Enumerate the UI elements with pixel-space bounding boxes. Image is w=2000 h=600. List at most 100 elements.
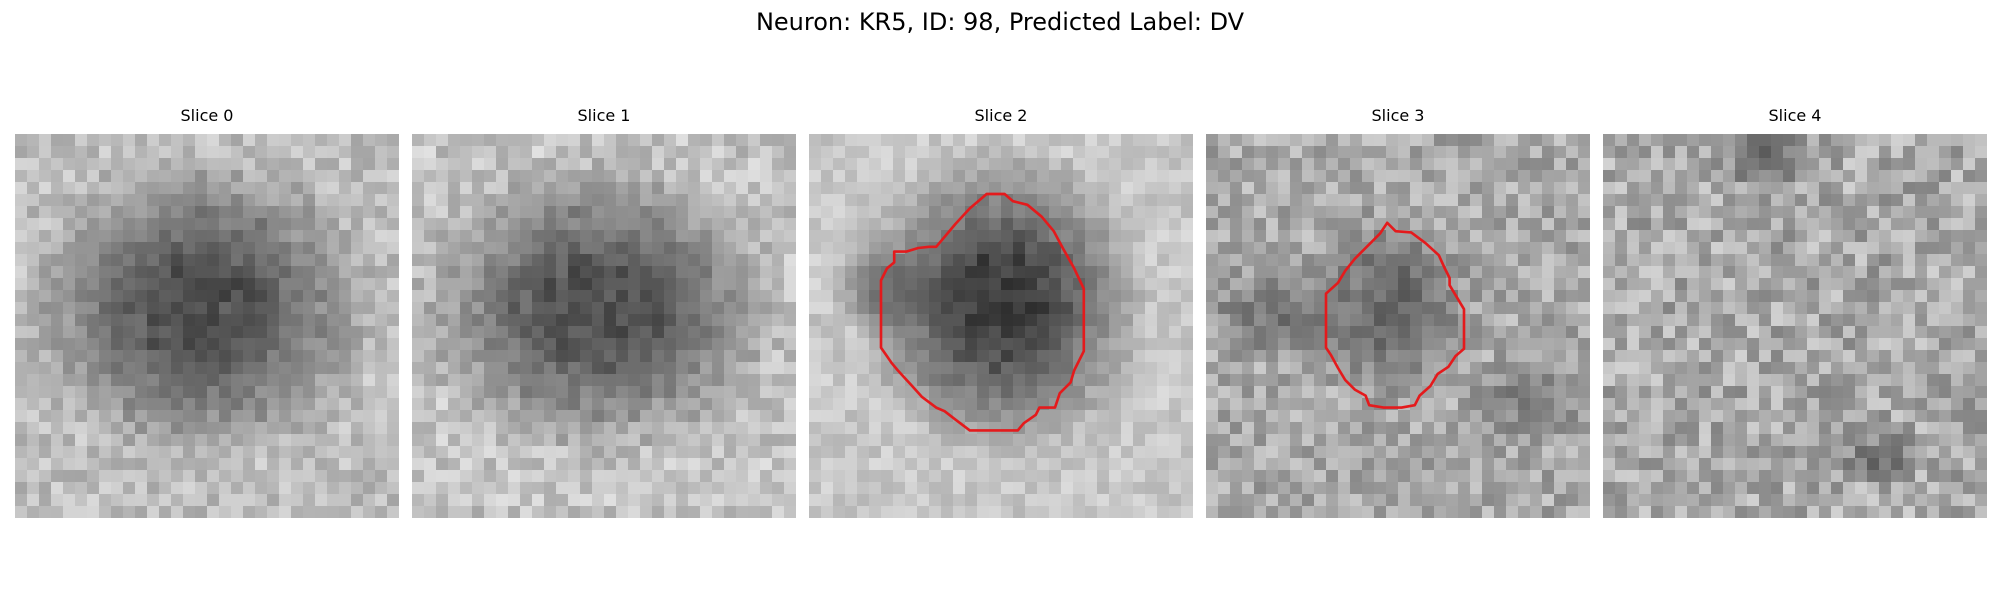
image-pixel bbox=[1434, 506, 1447, 518]
image-pixel bbox=[1025, 506, 1038, 518]
image-pixel bbox=[604, 290, 617, 303]
image-pixel bbox=[556, 338, 569, 351]
image-pixel bbox=[1133, 314, 1146, 327]
image-pixel bbox=[676, 410, 689, 423]
image-pixel bbox=[424, 434, 437, 447]
image-pixel bbox=[1458, 446, 1471, 459]
image-pixel bbox=[1013, 314, 1026, 327]
image-pixel bbox=[1530, 446, 1543, 459]
image-pixel bbox=[1206, 182, 1219, 195]
image-pixel bbox=[1879, 338, 1892, 351]
image-pixel bbox=[1855, 254, 1868, 267]
image-pixel bbox=[508, 494, 521, 507]
image-pixel bbox=[1350, 470, 1363, 483]
image-pixel bbox=[1867, 242, 1880, 255]
image-pixel bbox=[99, 410, 112, 423]
image-pixel bbox=[893, 182, 906, 195]
image-pixel bbox=[1975, 410, 1987, 423]
image-pixel bbox=[123, 422, 136, 435]
image-pixel bbox=[1639, 194, 1652, 207]
image-pixel bbox=[231, 506, 244, 518]
image-pixel bbox=[712, 470, 725, 483]
image-pixel bbox=[1639, 218, 1652, 231]
image-pixel bbox=[1145, 434, 1158, 447]
image-pixel bbox=[1109, 254, 1122, 267]
image-pixel bbox=[183, 254, 196, 267]
image-pixel bbox=[1242, 350, 1255, 363]
image-pixel bbox=[508, 158, 521, 171]
image-pixel bbox=[39, 134, 52, 147]
image-pixel bbox=[339, 242, 352, 255]
image-pixel bbox=[977, 482, 990, 495]
image-pixel bbox=[1747, 278, 1760, 291]
image-pixel bbox=[1109, 326, 1122, 339]
image-pixel bbox=[580, 194, 593, 207]
image-pixel bbox=[1807, 194, 1820, 207]
image-pixel bbox=[640, 494, 653, 507]
image-pixel bbox=[1747, 374, 1760, 387]
image-pixel bbox=[1157, 158, 1170, 171]
image-pixel bbox=[724, 170, 737, 183]
image-pixel bbox=[1771, 266, 1784, 279]
image-pixel bbox=[833, 410, 846, 423]
image-pixel bbox=[1518, 422, 1531, 435]
image-pixel bbox=[736, 302, 749, 315]
image-pixel bbox=[111, 266, 124, 279]
image-pixel bbox=[1807, 134, 1820, 147]
image-pixel bbox=[1627, 386, 1640, 399]
image-pixel bbox=[1915, 386, 1928, 399]
image-pixel bbox=[1963, 446, 1976, 459]
image-pixel bbox=[1242, 374, 1255, 387]
image-pixel bbox=[1037, 506, 1050, 518]
image-pixel bbox=[231, 470, 244, 483]
image-pixel bbox=[652, 506, 665, 518]
image-pixel bbox=[63, 194, 76, 207]
image-pixel bbox=[532, 158, 545, 171]
image-pixel bbox=[1121, 446, 1134, 459]
image-pixel bbox=[1843, 350, 1856, 363]
image-pixel bbox=[989, 314, 1002, 327]
image-pixel bbox=[520, 314, 533, 327]
image-pixel bbox=[1326, 146, 1339, 159]
image-pixel bbox=[183, 134, 196, 147]
image-pixel bbox=[1049, 182, 1062, 195]
image-pixel bbox=[1350, 158, 1363, 171]
image-pixel bbox=[1037, 254, 1050, 267]
image-pixel bbox=[1085, 386, 1098, 399]
image-pixel bbox=[1783, 254, 1796, 267]
image-pixel bbox=[748, 302, 761, 315]
image-pixel bbox=[51, 230, 64, 243]
image-pixel bbox=[881, 458, 894, 471]
image-pixel bbox=[1603, 146, 1616, 159]
image-pixel bbox=[1410, 350, 1423, 363]
image-pixel bbox=[1807, 230, 1820, 243]
image-pixel bbox=[1879, 446, 1892, 459]
image-pixel bbox=[1903, 326, 1916, 339]
image-pixel bbox=[1133, 494, 1146, 507]
image-pixel bbox=[1374, 494, 1387, 507]
image-pixel bbox=[1314, 470, 1327, 483]
image-pixel bbox=[760, 146, 773, 159]
image-pixel bbox=[496, 182, 509, 195]
image-pixel bbox=[580, 338, 593, 351]
image-pixel bbox=[1867, 194, 1880, 207]
image-pixel bbox=[1723, 338, 1736, 351]
image-pixel bbox=[412, 314, 425, 327]
image-pixel bbox=[267, 362, 280, 375]
image-pixel bbox=[1771, 242, 1784, 255]
image-pixel bbox=[1037, 410, 1050, 423]
image-pixel bbox=[1975, 254, 1987, 267]
image-pixel bbox=[1687, 254, 1700, 267]
image-pixel bbox=[15, 434, 28, 447]
image-pixel bbox=[436, 290, 449, 303]
image-pixel bbox=[1254, 446, 1267, 459]
image-pixel bbox=[508, 482, 521, 495]
image-pixel bbox=[1434, 386, 1447, 399]
image-pixel bbox=[1422, 206, 1435, 219]
image-pixel bbox=[568, 302, 581, 315]
image-pixel bbox=[279, 470, 292, 483]
image-pixel bbox=[15, 338, 28, 351]
image-pixel bbox=[1554, 386, 1567, 399]
image-pixel bbox=[1073, 338, 1086, 351]
image-pixel bbox=[255, 158, 268, 171]
